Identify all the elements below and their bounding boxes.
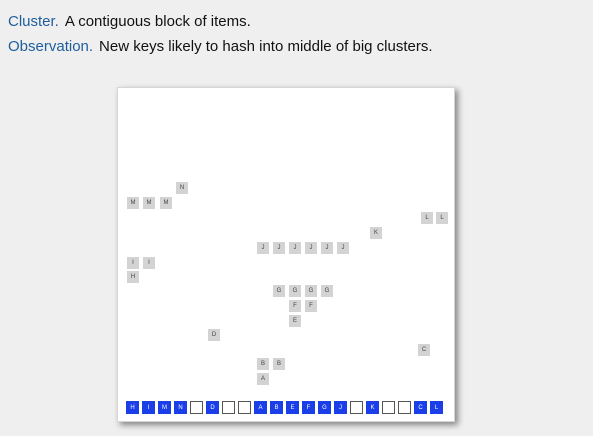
pending-key: B [273, 358, 285, 370]
observation-term: Observation. [8, 38, 94, 55]
pending-key: J [305, 242, 317, 254]
table-cell: A [254, 401, 267, 414]
table-cell: K [366, 401, 379, 414]
table-cell: G [318, 401, 331, 414]
pending-key: I [127, 257, 139, 269]
pending-key: M [160, 197, 172, 209]
pending-key: A [257, 373, 269, 385]
table-cell: E [286, 401, 299, 414]
table-cell: H [126, 401, 139, 414]
pending-key: H [127, 271, 139, 283]
table-cell: F [302, 401, 315, 414]
pending-key: M [127, 197, 139, 209]
pending-key: B [257, 358, 269, 370]
pending-key: E [289, 315, 301, 327]
table-cell: C [414, 401, 427, 414]
pending-key: I [143, 257, 155, 269]
table-cell: N [174, 401, 187, 414]
pending-key: F [289, 300, 301, 312]
pending-key: F [305, 300, 317, 312]
pending-key: J [273, 242, 285, 254]
cluster-description: A contiguous block of items. [64, 13, 251, 30]
pending-key: J [257, 242, 269, 254]
table-cell: D [206, 401, 219, 414]
pending-key: G [273, 285, 285, 297]
pending-key: C [418, 344, 430, 356]
table-cell [238, 401, 251, 414]
pending-key: G [321, 285, 333, 297]
hash-table-row: H I M N D A B E F G J K C L [126, 401, 446, 414]
pending-key: G [305, 285, 317, 297]
table-cell: B [270, 401, 283, 414]
observation-statement: Observation. New keys likely to hash into… [8, 38, 433, 55]
hash-table-diagram: N M M M L L K J J J J J J I I H G G G G … [117, 87, 455, 422]
pending-key: J [289, 242, 301, 254]
pending-key: K [370, 227, 382, 239]
pending-key: D [208, 329, 220, 341]
table-cell [398, 401, 411, 414]
table-cell: J [334, 401, 347, 414]
table-cell: L [430, 401, 443, 414]
table-cell [190, 401, 203, 414]
table-cell [382, 401, 395, 414]
pending-key: G [289, 285, 301, 297]
pending-key: J [321, 242, 333, 254]
pending-key: M [143, 197, 155, 209]
pending-key: N [176, 182, 188, 194]
observation-description: New keys likely to hash into middle of b… [99, 38, 433, 55]
pending-key: L [436, 212, 448, 224]
table-cell: I [142, 401, 155, 414]
cluster-term: Cluster. [8, 13, 59, 30]
table-cell [350, 401, 363, 414]
cluster-definition: Cluster. A contiguous block of items. [8, 13, 251, 30]
table-cell [222, 401, 235, 414]
pending-key: J [337, 242, 349, 254]
pending-key: L [421, 212, 433, 224]
table-cell: M [158, 401, 171, 414]
